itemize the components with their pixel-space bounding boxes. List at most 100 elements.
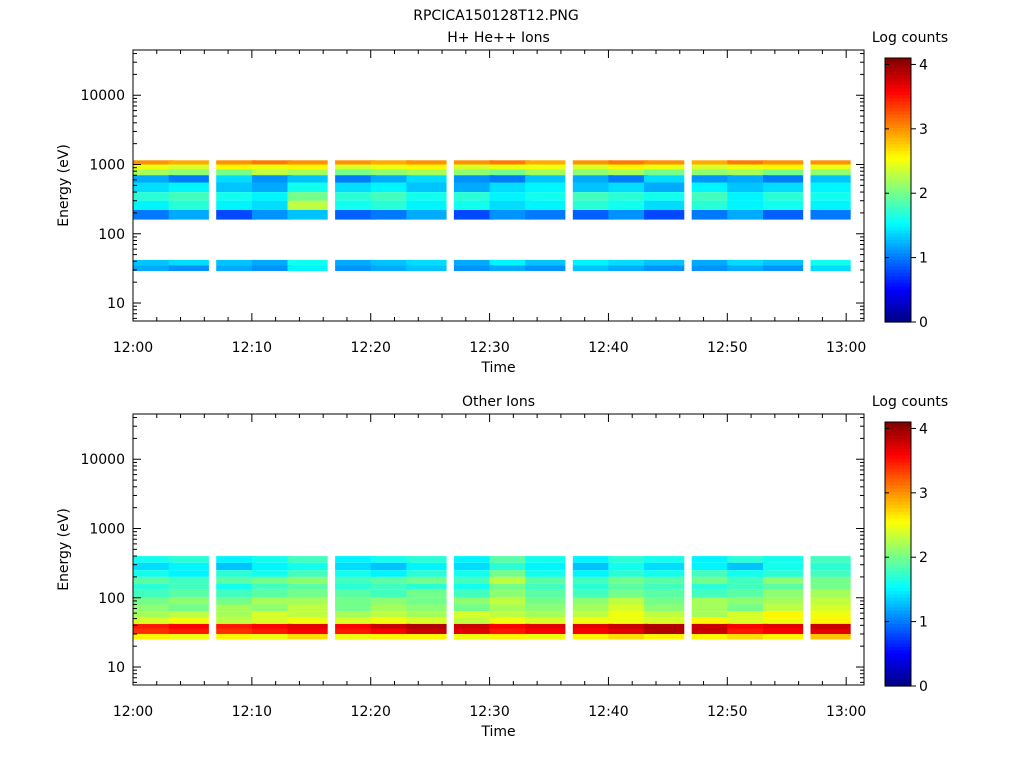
heatmap-cell	[489, 265, 530, 271]
colorbar-segment	[885, 474, 911, 479]
heatmap-cell	[644, 169, 685, 176]
heatmap-cell	[216, 169, 257, 176]
heatmap-cell	[644, 210, 685, 220]
x-axis: 12:00 12:10 12:20 12:30 12:40 12:50 13:00 Time	[113, 414, 866, 740]
heatmap-cell	[168, 589, 209, 598]
heatmap-cell	[406, 604, 447, 612]
heatmap-cell	[608, 259, 649, 266]
heatmap-cell	[810, 169, 851, 176]
colorbar-segment	[885, 481, 911, 486]
heatmap-cell	[608, 611, 649, 618]
colorbar-segment	[885, 199, 911, 204]
colorbar-segment	[885, 203, 911, 208]
heatmap-cell	[763, 611, 804, 618]
heatmap-cell	[763, 210, 804, 220]
heatmap-cell	[727, 634, 768, 640]
heatmap-cell	[406, 597, 447, 605]
colorbar-segment	[885, 216, 911, 221]
heatmap-cell	[489, 589, 530, 598]
colorbar-segment	[885, 308, 911, 313]
heatmap-cell	[608, 265, 649, 271]
colorbar-segment	[885, 74, 911, 79]
heatmap-cell	[489, 628, 530, 634]
heatmap-cell	[691, 259, 732, 266]
heatmap-cell	[727, 623, 768, 629]
heatmap-cell	[453, 160, 495, 165]
colorbar-segment	[885, 544, 911, 548]
heatmap-cell	[453, 611, 495, 618]
heatmap-cell	[453, 623, 495, 629]
colorbar-segment	[885, 256, 911, 260]
heatmap-cell	[727, 192, 768, 201]
colorbar-segment	[885, 114, 911, 118]
colorbar-segment	[885, 491, 911, 496]
heatmap-cell	[133, 623, 174, 629]
heatmap-cell	[763, 175, 804, 183]
heatmap-cell	[608, 570, 649, 577]
heatmap-cell	[216, 182, 257, 193]
heatmap-cell	[168, 623, 209, 629]
colorbar-segment	[885, 166, 911, 171]
heatmap-cell	[525, 634, 566, 640]
colorbar-segment	[885, 232, 911, 237]
colorbar-segment	[885, 107, 911, 112]
heatmap-cell	[370, 182, 411, 193]
colorbar-segment	[885, 590, 911, 595]
colorbar-segment	[885, 213, 911, 217]
colorbar-segment	[885, 64, 911, 69]
heatmap-cell	[453, 164, 495, 170]
colorbar-segment	[885, 236, 911, 241]
colorbar-tick-label: 4	[919, 421, 928, 437]
heatmap-cell	[691, 182, 732, 193]
heatmap-cell	[335, 634, 376, 640]
colorbar-segment	[885, 478, 911, 482]
heatmap-cell	[453, 597, 495, 605]
heatmap-cell	[525, 160, 566, 165]
heatmap-cell	[727, 576, 768, 584]
heatmap-cell	[727, 617, 768, 624]
heatmap-cell	[216, 634, 257, 640]
heatmap-cell	[644, 623, 685, 629]
heatmap-cell	[406, 175, 447, 183]
heatmap-cell	[335, 164, 376, 170]
heatmap-cell	[691, 623, 732, 629]
heatmap-cell	[608, 200, 649, 210]
heatmap-cell	[453, 617, 495, 624]
y-tick-label: 10	[107, 296, 125, 312]
heatmap-cell	[370, 192, 411, 201]
heatmap-cell	[406, 576, 447, 584]
heatmap-cell	[251, 556, 293, 563]
heatmap-cell	[644, 611, 685, 618]
heatmap-cell	[370, 583, 411, 590]
heatmap-cell	[168, 628, 209, 634]
colorbar-frame	[884, 421, 912, 687]
colorbar-segment	[885, 298, 911, 303]
heatmap-cell	[335, 556, 376, 563]
heatmap-cell	[251, 259, 293, 266]
colorbar-segment	[885, 425, 911, 430]
colorbar-segment	[885, 196, 911, 201]
heatmap-cell	[810, 556, 851, 563]
heatmap-cell	[168, 200, 209, 210]
heatmap-cell	[133, 259, 174, 266]
colorbar-segment	[885, 163, 911, 168]
colorbar-segment	[885, 521, 911, 525]
heatmap-cell	[216, 265, 257, 271]
colorbar-segment	[885, 282, 911, 287]
heatmap-cell	[572, 634, 613, 640]
heatmap-cell	[644, 556, 685, 563]
heatmap-cell	[370, 200, 411, 210]
heatmap-cell	[644, 259, 685, 266]
heatmap-cell	[763, 265, 804, 271]
colorbar-segment	[885, 514, 911, 519]
colorbar-segment	[885, 104, 911, 109]
heatmap-cell	[453, 583, 495, 590]
heatmap-cell	[133, 604, 174, 612]
heatmap-cell	[525, 623, 566, 629]
heatmap-cell	[489, 611, 530, 618]
heatmap-cell	[763, 623, 804, 629]
colorbar: 0 1 2 3 4 Log counts	[872, 30, 948, 331]
colorbar-segment	[885, 77, 911, 82]
heatmap-cell	[608, 182, 649, 193]
heatmap-cell	[727, 611, 768, 618]
